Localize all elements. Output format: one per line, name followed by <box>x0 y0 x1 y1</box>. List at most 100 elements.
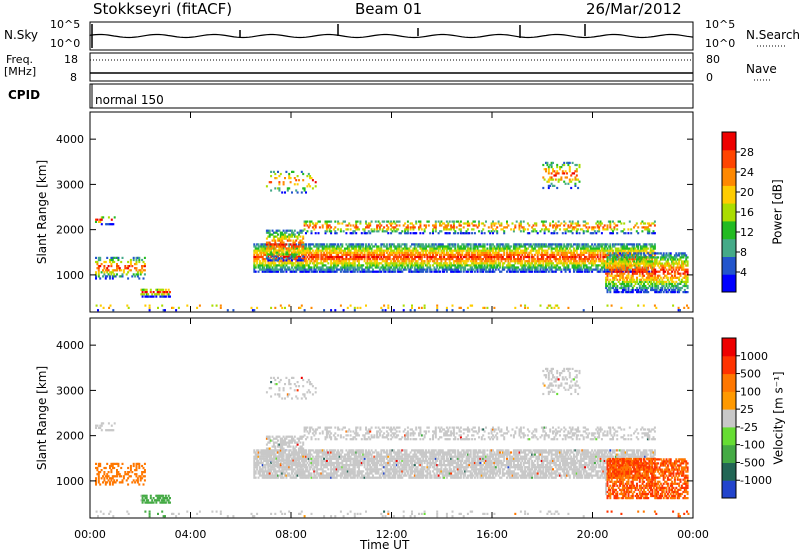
power-cell <box>358 264 360 267</box>
power-cell <box>589 260 592 263</box>
power-cell <box>461 266 464 269</box>
power-cell <box>339 262 342 265</box>
power-cell <box>579 264 582 267</box>
power-cell <box>600 232 603 235</box>
power-cell <box>285 253 288 256</box>
power-cell <box>429 264 432 267</box>
power-cell <box>657 262 660 265</box>
power-cell <box>593 243 596 246</box>
power-cell <box>669 291 672 294</box>
power-cell <box>510 266 513 269</box>
power-cell <box>556 166 559 169</box>
power-cell <box>398 270 401 273</box>
power-cell <box>450 262 453 265</box>
power-cell <box>310 268 313 271</box>
power-cell <box>514 243 517 246</box>
power-cell <box>321 243 324 246</box>
power-cell <box>129 258 132 262</box>
power-cell <box>162 291 165 294</box>
power-cell <box>307 258 310 261</box>
power-cell <box>95 271 97 274</box>
power-cell <box>352 243 355 246</box>
power-cell <box>559 228 561 231</box>
power-cell <box>637 245 640 248</box>
power-cell <box>390 232 393 235</box>
power-cell <box>669 272 672 275</box>
power-cell <box>390 247 393 250</box>
power-cell <box>292 264 295 267</box>
power-cell <box>295 243 298 246</box>
power-cell <box>539 262 542 265</box>
power-cell <box>609 286 612 290</box>
power-cell <box>440 262 443 265</box>
power-cell <box>366 258 369 261</box>
power-cell <box>568 243 571 246</box>
power-cell <box>405 243 408 246</box>
power-cell <box>668 256 671 259</box>
power-cell <box>433 258 436 261</box>
power-cell <box>535 230 538 233</box>
power-cell <box>627 288 630 292</box>
power-cell <box>650 272 652 275</box>
power-cell <box>557 220 560 223</box>
power-cell <box>314 249 317 252</box>
power-cell <box>327 266 330 269</box>
power-cell <box>589 268 592 271</box>
power-cell <box>268 249 271 252</box>
power-cell <box>397 268 400 271</box>
power-cell <box>664 286 667 290</box>
power-cell <box>550 172 553 175</box>
power-cell <box>341 253 344 256</box>
power-cell <box>346 249 349 252</box>
power-cell <box>640 258 643 261</box>
power-cell <box>672 268 675 271</box>
power-cell <box>646 247 649 250</box>
power-cell <box>305 251 307 254</box>
power-cell <box>507 224 510 227</box>
power-cell <box>323 245 326 248</box>
power-cell <box>353 249 356 252</box>
power-cell <box>299 255 302 259</box>
power-cell <box>593 253 596 256</box>
power-cell <box>135 263 138 266</box>
power-cell <box>300 249 303 252</box>
power-cell <box>646 232 649 235</box>
power-cell <box>624 276 627 279</box>
power-cell <box>281 241 284 244</box>
power-cell <box>619 220 621 223</box>
power-cell <box>271 259 274 262</box>
power-cell <box>564 230 567 233</box>
power-cell <box>652 222 655 225</box>
power-cell <box>651 232 654 235</box>
power-cell <box>638 243 641 246</box>
power-cell <box>292 241 295 244</box>
power-cell <box>143 263 146 266</box>
power-cell <box>678 266 681 269</box>
power-cell <box>591 251 594 254</box>
power-cell <box>584 262 587 265</box>
power-cell <box>392 226 395 229</box>
power-cell <box>444 262 447 265</box>
power-cell <box>547 186 550 190</box>
power-cell <box>568 230 571 233</box>
power-cell <box>394 251 397 254</box>
power-cell <box>680 264 683 267</box>
power-cell <box>584 255 587 259</box>
power-cell <box>631 286 634 290</box>
power-cell <box>302 258 305 261</box>
power-cell <box>285 268 288 271</box>
power-cell <box>571 255 574 259</box>
power-cell <box>295 189 298 192</box>
power-cell <box>547 170 550 173</box>
power-cell <box>584 247 587 250</box>
power-cell <box>426 268 429 271</box>
power-cell <box>630 243 633 246</box>
power-cell <box>278 229 281 232</box>
power-cell <box>486 264 489 267</box>
power-cell <box>121 256 124 259</box>
power-cell <box>102 269 104 272</box>
power-cell <box>285 247 288 250</box>
power-cell <box>607 266 610 269</box>
power-cell <box>624 266 627 269</box>
power-cell <box>514 251 517 254</box>
